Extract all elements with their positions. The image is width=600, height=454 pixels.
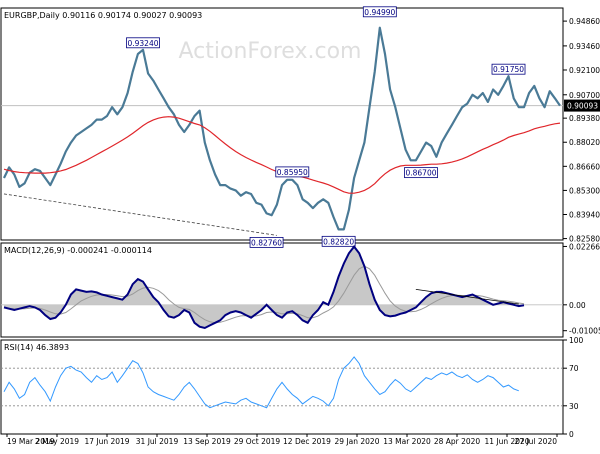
price-panel: 0.93240 0.85950 0.82760 0.82820 0.94990 0.867…	[1, 6, 600, 248]
macd-panel	[1, 244, 563, 330]
price-annotation-label: 0.85950	[277, 168, 308, 177]
price-annotation-box	[362, 6, 397, 18]
price-annotation-label: 0.93240	[127, 39, 158, 48]
x-tick-label: 29 Jan 2020	[335, 437, 380, 446]
rsi-y-tick-label: 0	[569, 430, 574, 439]
macd-trendline	[415, 288, 519, 305]
macd-panel-frame	[0, 242, 564, 338]
current-price-tag	[564, 99, 600, 112]
price-y-tick-label: 0.83940	[569, 210, 600, 219]
price-annotation-box	[249, 236, 284, 248]
x-tick-label: 13 Mar 2020	[383, 437, 431, 446]
price-annotation-box	[275, 166, 310, 178]
price-annotation-box	[126, 37, 160, 49]
rsi-panel-frame	[0, 339, 564, 435]
price-annotation-box	[321, 235, 356, 247]
macd-y-tick-label: 0.00	[569, 301, 586, 310]
price-annotation-label: 0.82760	[251, 238, 282, 247]
x-tick-label: 28 Apr 2020	[434, 437, 481, 446]
macd-signal-line	[3, 265, 525, 324]
price-annotation-label: 0.94990	[364, 8, 395, 17]
x-tick-label: 11 Jun 2020	[484, 437, 529, 446]
macd-y-tick-label: -0.010052	[569, 327, 600, 336]
price-y-tick-label: 0.82580	[569, 235, 600, 244]
price-y-tick-label: 0.85300	[569, 186, 600, 195]
x-tick-label: 31 Jul 2019	[136, 437, 179, 446]
macd-header: MACD(12,26,9) -0.000241 -0.000114	[4, 246, 152, 255]
axis-labels: 0.94860 0.93460 0.92100 0.90700 0.89380 0.880…	[6, 17, 600, 446]
price-annotation-label: 0.91750	[493, 65, 524, 74]
price-series-line	[3, 26, 561, 231]
price-y-tick-label: 0.90700	[569, 91, 600, 100]
rsi-y-tick-label: 30	[569, 402, 579, 411]
price-annotation-label: 0.82820	[323, 237, 354, 246]
x-tick-label: 27 Jul 2020	[515, 437, 558, 446]
support-trendline	[3, 193, 277, 236]
x-tick-label: 13 Sep 2019	[183, 437, 231, 446]
watermark: ActionForex.com	[179, 39, 362, 64]
macd-histogram-area	[4, 246, 524, 328]
price-y-tick-label: 0.93460	[569, 42, 600, 51]
current-price-label: 0.90093	[567, 102, 598, 111]
x-tick-label: 29 Oct 2019	[234, 437, 281, 446]
price-y-tick-label: 0.86660	[569, 162, 600, 171]
rsi-line	[3, 356, 519, 409]
rsi-header: RSI(14) 46.3893	[4, 343, 69, 352]
price-header: EURGBP,Daily 0.90116 0.90174 0.90027 0.9…	[4, 11, 202, 20]
rsi-y-tick-label: 70	[569, 364, 579, 373]
price-y-tick-label: 0.92100	[569, 66, 600, 75]
x-tick-label: 19 Mar 2019	[7, 437, 55, 446]
panel-frames: EURGBP,Daily 0.90116 0.90174 0.90027 0.9…	[0, 7, 564, 435]
price-y-tick-label: 0.88020	[569, 138, 600, 147]
rsi-panel	[1, 356, 563, 409]
x-tick-label: 17 Jun 2019	[84, 437, 129, 446]
price-annotation-box	[491, 63, 526, 75]
price-y-tick-label: 0.89380	[569, 114, 600, 123]
x-tick-label: 2 May 2019	[35, 437, 79, 446]
price-annotation-label: 0.86700	[405, 169, 436, 178]
x-tick-label: 12 Dec 2019	[283, 437, 331, 446]
rsi-y-tick-label: 100	[569, 336, 584, 345]
price-annotation-box	[404, 167, 438, 179]
macd-line	[3, 244, 525, 330]
price-y-tick-label: 0.94860	[569, 17, 600, 26]
macd-y-tick-label: 0.022662	[569, 242, 600, 251]
